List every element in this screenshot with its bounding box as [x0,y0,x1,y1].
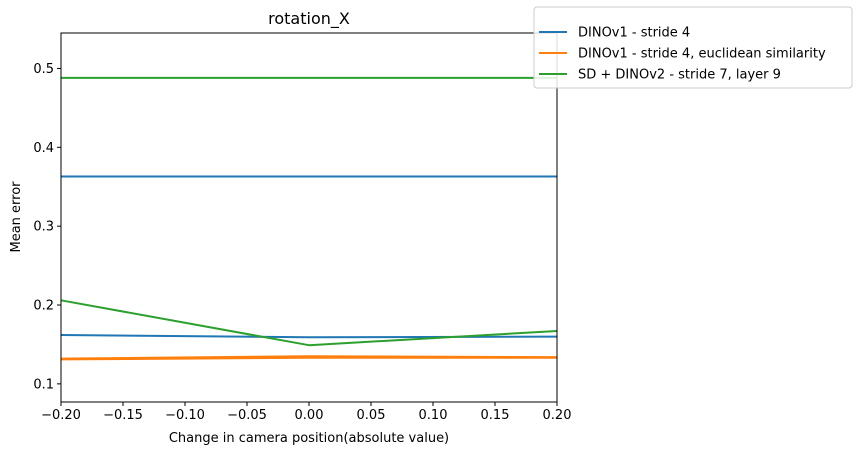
series-layer [60,76,558,361]
chart-title: rotation_X [268,9,350,29]
plot-area-frame [60,32,558,403]
legend-box [533,6,853,89]
x-tick-label: 0.05 [357,408,386,423]
x-tick-label: −0.20 [41,408,81,423]
series-line-5 [60,355,558,360]
x-tick-label: 0.15 [481,408,510,423]
x-tick-label: −0.15 [103,408,143,423]
y-tick-label: 0.1 [33,377,54,392]
series-line-3 [60,299,558,347]
y-axis-label: Mean error [9,181,24,253]
y-tick-label: 0.3 [33,220,54,235]
x-axis: −0.20 −0.15 −0.10 −0.05 0.00 0.05 0.10 0.15 0.20 [41,402,571,423]
x-tick-label: −0.05 [227,408,267,423]
series-line-1 [60,334,558,339]
legend: DINOv1 - stride 4 DINOv1 - stride 4, eucl… [533,6,853,89]
legend-label: DINOv1 - stride 4 [578,26,690,41]
y-axis: 0.1 0.2 0.3 0.4 0.5 [33,62,61,392]
y-tick-label: 0.5 [33,62,54,77]
legend-label: DINOv1 - stride 4, euclidean similarity [578,47,826,62]
legend-label: SD + DINOv2 - stride 7, layer 9 [578,68,781,83]
x-tick-label: 0.10 [419,408,448,423]
x-tick-label: 0.00 [295,408,324,423]
x-tick-label: −0.10 [165,408,205,423]
y-tick-label: 0.4 [33,141,54,156]
y-tick-label: 0.2 [33,299,54,314]
x-axis-label: Change in camera position(absolute value… [169,431,449,446]
x-tick-label: 0.20 [543,408,572,423]
